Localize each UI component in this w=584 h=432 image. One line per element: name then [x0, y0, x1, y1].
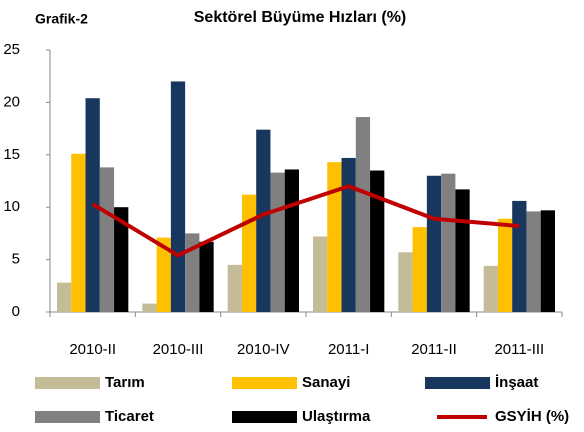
x-tick-label: 2010-II	[69, 341, 116, 358]
bar	[199, 241, 214, 312]
legend-swatch	[35, 411, 100, 423]
bar	[170, 81, 186, 312]
bar	[284, 169, 299, 312]
bar	[256, 129, 271, 312]
y-tick-label: 5	[12, 251, 20, 268]
bar	[455, 189, 470, 312]
bar	[99, 167, 115, 312]
legend-label: Sanayi	[302, 374, 350, 391]
chart-title: Sektörel Büyüme Hızları (%)	[194, 9, 407, 26]
bar	[227, 264, 242, 312]
bar	[156, 237, 171, 312]
y-tick-label: 20	[3, 93, 20, 110]
bar	[497, 218, 513, 312]
bar	[185, 233, 200, 312]
legend-label: Ulaştırma	[302, 408, 371, 425]
bar	[370, 170, 385, 312]
line	[91, 184, 520, 258]
bar	[540, 210, 555, 312]
chart-label: Grafik-2	[35, 11, 88, 27]
legend-swatch	[232, 411, 297, 423]
bar	[426, 175, 442, 312]
x-tick-label: 2011-I	[328, 341, 369, 358]
bar	[114, 207, 129, 312]
legend-swatch	[35, 377, 100, 389]
legend-label: Tarım	[105, 374, 145, 391]
bar	[270, 172, 285, 312]
y-tick-label: 25	[3, 41, 20, 58]
y-tick-label: 10	[3, 198, 20, 215]
bar	[412, 227, 427, 312]
bar	[341, 157, 356, 312]
bar	[483, 265, 498, 312]
legend-label: Ticaret	[105, 408, 154, 425]
x-tick-label: 2011-III	[494, 341, 544, 358]
bar	[71, 153, 86, 312]
x-tick-label: 2011-II	[411, 341, 457, 358]
legend-swatch	[425, 377, 490, 389]
bar	[441, 173, 456, 312]
legend-label: İnşaat	[495, 374, 538, 391]
x-tick-label: 2010-III	[153, 341, 204, 358]
bar	[142, 303, 157, 312]
bar	[512, 200, 527, 312]
y-tick-label: 15	[3, 146, 20, 163]
legend-swatch	[232, 377, 297, 389]
bar	[241, 194, 257, 312]
x-tick-label: 2010-IV	[237, 341, 290, 358]
y-tick-label: 0	[12, 303, 20, 320]
bar	[398, 252, 413, 312]
bar	[355, 117, 371, 313]
bar	[327, 162, 342, 312]
bar	[526, 211, 541, 312]
bar	[313, 236, 328, 312]
bar	[57, 282, 72, 312]
legend-label: GSYİH (%)	[495, 408, 569, 425]
